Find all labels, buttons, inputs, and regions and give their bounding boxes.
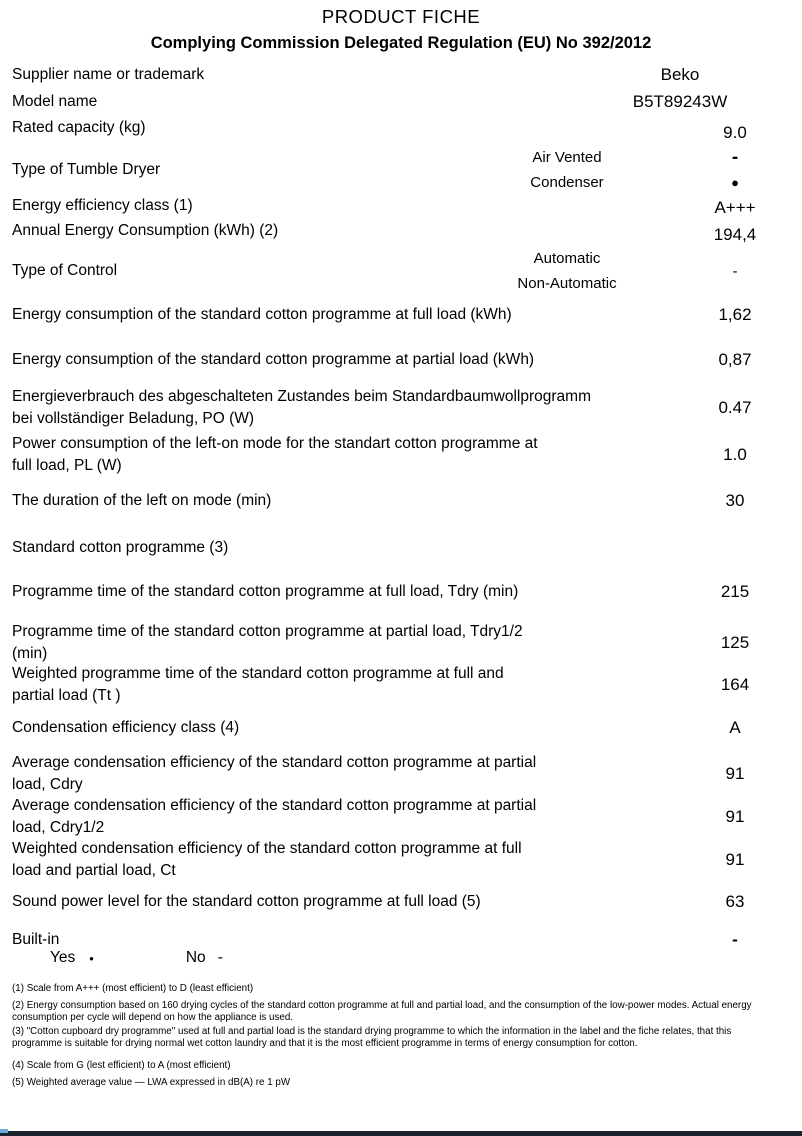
row-value: A+++ [714, 197, 756, 217]
row-value: - [732, 930, 738, 949]
row-sound-power: Sound power level for the standard cotto… [12, 890, 792, 914]
footnote-5: (5) Weighted average value — LWA express… [12, 1077, 291, 1088]
row-value: 91 [725, 850, 745, 869]
row-standard-programme: Standard cotton programme (3) [12, 536, 792, 560]
option-value-condenser: ● [731, 175, 739, 190]
row-label: Annual Energy Consumption (kWh) (2) [12, 222, 279, 239]
row-label: Built-in [12, 931, 60, 948]
legend-no-mark: - [217, 949, 223, 966]
row-off-mode-power: Energieverbrauch des abgeschalteten Zust… [12, 386, 792, 430]
row-label: Average condensation efficiency of the s… [12, 754, 537, 771]
built-in-legend: Yes • No - [12, 949, 792, 967]
row-label: Average condensation efficiency of the s… [12, 797, 537, 814]
row-label: Supplier name or trademark [12, 66, 205, 83]
footnote-3: (3) "Cotton cupboard dry programme" used… [12, 1026, 732, 1049]
row-energy-full-load: Energy consumption of the standard cotto… [12, 303, 792, 327]
row-label: Weighted programme time of the standard … [12, 665, 504, 682]
row-label: Weighted condensation efficiency of the … [12, 840, 522, 857]
row-value: 91 [725, 764, 745, 783]
row-label: Type of Control [12, 262, 118, 279]
legend-no-label: No [185, 949, 206, 966]
row-left-on-power: Power consumption of the left-on mode fo… [12, 433, 792, 477]
row-control-type: Type of Control Automatic Non-Automatic … [12, 246, 792, 296]
row-label: The duration of the left on mode (min) [12, 492, 272, 509]
row-value: 9.0 [723, 123, 747, 142]
row-condensation-ct: Weighted condensation efficiency of the … [12, 838, 792, 882]
row-label: Standard cotton programme (3) [12, 539, 229, 556]
row-label: Rated capacity (kg) [12, 119, 146, 136]
page-title: PRODUCT FICHE [321, 6, 481, 27]
row-label-line2: bei vollständiger Beladung, PO (W) [12, 410, 255, 427]
footnote-4: (4) Scale from G (lest efficient) to A (… [12, 1060, 231, 1071]
row-value: B5T89243W [632, 92, 728, 111]
row-label: Energy consumption of the standard cotto… [12, 351, 535, 368]
row-condensation-class: Condensation efficiency class (4) A [12, 716, 792, 740]
row-value: 1,62 [718, 305, 752, 324]
footnote-2: (2) Energy consumption based on 160 dryi… [12, 1000, 752, 1023]
row-label: Sound power level for the standard cotto… [12, 893, 481, 910]
option-name: Non-Automatic [517, 275, 617, 292]
option-value-non-automatic: - [732, 262, 738, 280]
row-label: Energieverbrauch des abgeschalteten Zust… [12, 388, 591, 405]
row-label: Type of Tumble Dryer [12, 161, 161, 178]
row-label: Programme time of the standard cotton pr… [12, 623, 523, 640]
row-condensation-cdry12: Average condensation efficiency of the s… [12, 795, 792, 839]
footnote-1: (1) Scale from A+++ (most efficient) to … [12, 983, 254, 994]
row-built-in: Built-in - [12, 928, 792, 952]
legend-yes-mark: • [89, 950, 94, 966]
row-value: 91 [725, 807, 745, 826]
option-name: Automatic [533, 250, 601, 267]
row-label-line2: load and partial load, Ct [12, 862, 176, 879]
row-label-line2: load, Cdry1/2 [12, 819, 105, 836]
row-weighted-time: Weighted programme time of the standard … [12, 663, 792, 707]
row-label: Model name [12, 93, 98, 110]
row-label: Programme time of the standard cotton pr… [12, 583, 519, 600]
row-annual-consumption: Annual Energy Consumption (kWh) (2) 194,… [12, 219, 792, 244]
row-model: Model name B5T89243W [12, 90, 792, 114]
row-label-line2: (min) [12, 645, 48, 662]
option-name: Air Vented [532, 149, 602, 166]
row-value: 1.0 [723, 445, 747, 464]
row-energy-partial-load: Energy consumption of the standard cotto… [12, 348, 792, 372]
row-label-line2: partial load (Tt ) [12, 687, 121, 704]
row-label-line2: load, Cdry [12, 776, 83, 793]
row-label-line2: full load, PL (W) [12, 457, 122, 474]
row-value: 0,87 [718, 350, 752, 369]
row-label: Power consumption of the left-on mode fo… [12, 435, 538, 452]
page-subtitle: Complying Commission Delegated Regulatio… [150, 34, 652, 52]
row-label: Condensation efficiency class (4) [12, 719, 240, 736]
row-rated-capacity: Rated capacity (kg) 9.0 [12, 116, 792, 142]
row-time-full-load: Programme time of the standard cotton pr… [12, 580, 792, 604]
legend-yes-label: Yes [50, 949, 76, 966]
row-condensation-cdry: Average condensation efficiency of the s… [12, 752, 792, 796]
row-value: 164 [720, 675, 750, 694]
row-value: A [729, 718, 741, 737]
row-value: 63 [725, 892, 745, 911]
accent-square [0, 1129, 8, 1133]
row-value: Beko [660, 65, 700, 84]
row-label: Energy efficiency class (1) [12, 197, 193, 214]
row-value: 215 [720, 582, 750, 601]
bottom-bar [0, 1131, 802, 1136]
row-value: 125 [720, 633, 750, 652]
option-value-air-vented: - [731, 147, 739, 168]
option-name: Condenser [530, 174, 604, 191]
row-dryer-type: Type of Tumble Dryer Air Vented Condense… [12, 145, 792, 195]
row-left-on-duration: The duration of the left on mode (min) 3… [12, 489, 792, 513]
row-label: Energy consumption of the standard cotto… [12, 306, 512, 323]
row-value: 30 [725, 491, 745, 510]
row-supplier: Supplier name or trademark Beko [12, 63, 792, 87]
row-value: 194,4 [713, 224, 757, 244]
row-value: 0.47 [718, 398, 752, 417]
row-time-partial-load: Programme time of the standard cotton pr… [12, 621, 792, 665]
row-energy-class: Energy efficiency class (1) A+++ [12, 194, 792, 218]
